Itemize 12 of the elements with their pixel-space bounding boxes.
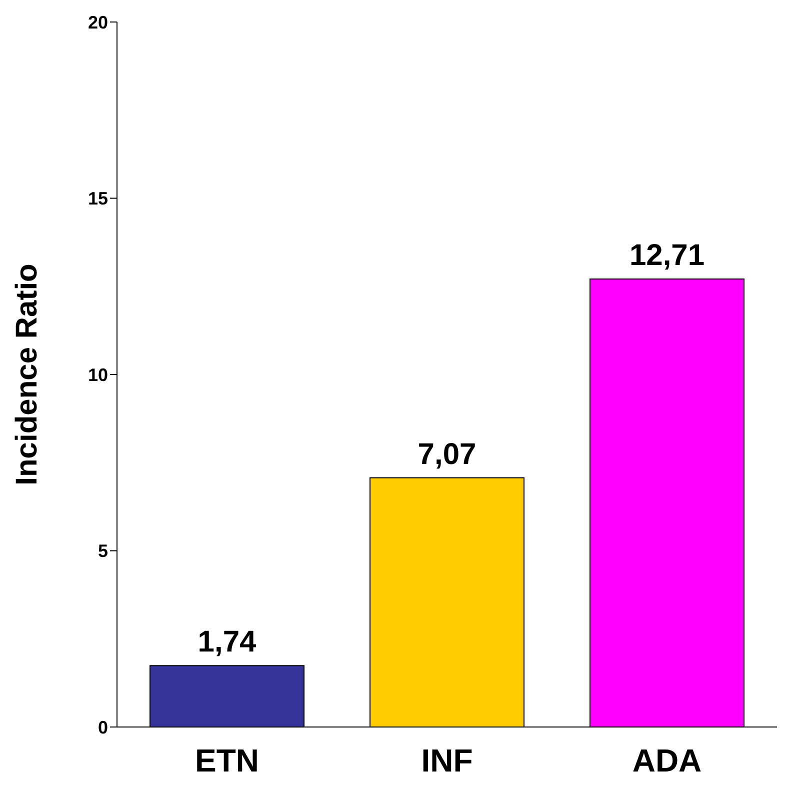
data-label: 7,07 [418,438,476,471]
data-label: 12,71 [629,238,705,272]
x-tick-label: INF [421,742,473,779]
y-tick-label: 5 [98,541,108,562]
y-tick-label: 0 [98,717,108,738]
x-tick-label: ADA [632,742,702,779]
y-tick-label: 20 [88,12,108,32]
y-tick-label: 10 [88,364,108,385]
y-axis-title: Incidence Ratio [10,264,44,486]
y-tick-label: 15 [88,188,108,209]
data-label: 1,74 [198,626,257,659]
x-tick-label: ETN [195,742,259,779]
